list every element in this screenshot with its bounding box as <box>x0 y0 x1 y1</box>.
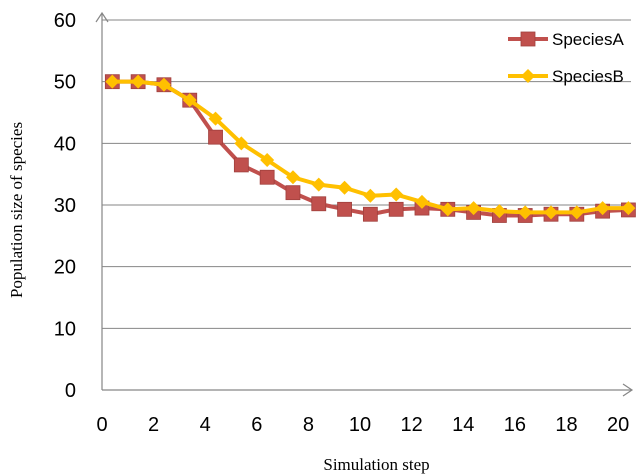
x-tick-label: 10 <box>349 414 371 436</box>
data-point <box>182 93 197 108</box>
y-tick-label: 30 <box>54 195 76 217</box>
data-point <box>234 136 249 151</box>
data-point <box>414 194 429 209</box>
x-tick-label: 20 <box>607 414 629 436</box>
y-axis-arrow <box>95 11 109 23</box>
y-tick-label: 60 <box>54 10 76 32</box>
data-point <box>285 170 300 185</box>
y-tick-label: 50 <box>54 72 76 94</box>
x-tick-labels: 0 2 4 6 8 10 12 14 16 18 20 <box>96 414 629 436</box>
data-point <box>311 177 326 192</box>
legend-swatch-marker <box>521 69 535 83</box>
gridlines <box>102 19 631 329</box>
x-tick-label: 8 <box>303 414 314 436</box>
data-point <box>440 202 455 217</box>
x-tick-label: 4 <box>200 414 211 436</box>
x-tick-label: 2 <box>148 414 159 436</box>
legend-label: SpeciesB <box>552 67 624 86</box>
data-point <box>311 196 327 212</box>
data-point <box>389 187 404 202</box>
legend: SpeciesA SpeciesB <box>508 30 624 86</box>
data-point <box>362 206 378 222</box>
data-point <box>208 111 223 126</box>
x-tick-label: 18 <box>555 414 577 436</box>
y-tick-label: 10 <box>54 318 76 340</box>
series-SpeciesB <box>105 74 636 220</box>
legend-label: SpeciesA <box>552 30 624 49</box>
data-point <box>259 169 275 185</box>
data-point <box>595 201 610 216</box>
data-point <box>131 74 146 89</box>
y-tick-label: 0 <box>65 380 76 402</box>
data-point <box>337 201 352 217</box>
data-point <box>363 188 378 203</box>
y-tick-label: 20 <box>54 257 76 279</box>
x-tick-label: 0 <box>96 414 107 436</box>
data-point <box>233 157 249 173</box>
data-point <box>208 129 223 145</box>
axes <box>95 11 634 397</box>
y-axis-title: Population size of species <box>7 122 26 298</box>
data-point <box>621 201 636 216</box>
y-tick-labels: 0 10 20 30 40 50 60 <box>54 10 76 402</box>
data-point <box>492 204 507 219</box>
legend-swatch-marker <box>520 31 536 47</box>
data-point <box>337 180 352 195</box>
x-tick-label: 6 <box>251 414 262 436</box>
x-tick-label: 16 <box>504 414 526 436</box>
data-point <box>260 152 275 167</box>
data-point <box>544 205 559 220</box>
x-axis-title: Simulation step <box>323 455 429 474</box>
x-tick-label: 14 <box>452 414 474 436</box>
data-point <box>466 201 481 216</box>
x-axis-arrow <box>622 383 634 397</box>
y-tick-label: 40 <box>54 133 76 155</box>
x-tick-label: 12 <box>401 414 423 436</box>
series-layer <box>104 74 636 223</box>
data-point <box>105 74 120 89</box>
data-point <box>388 201 404 217</box>
data-point <box>285 185 301 201</box>
data-point <box>156 77 171 92</box>
data-point <box>518 205 533 220</box>
data-point <box>569 205 584 220</box>
